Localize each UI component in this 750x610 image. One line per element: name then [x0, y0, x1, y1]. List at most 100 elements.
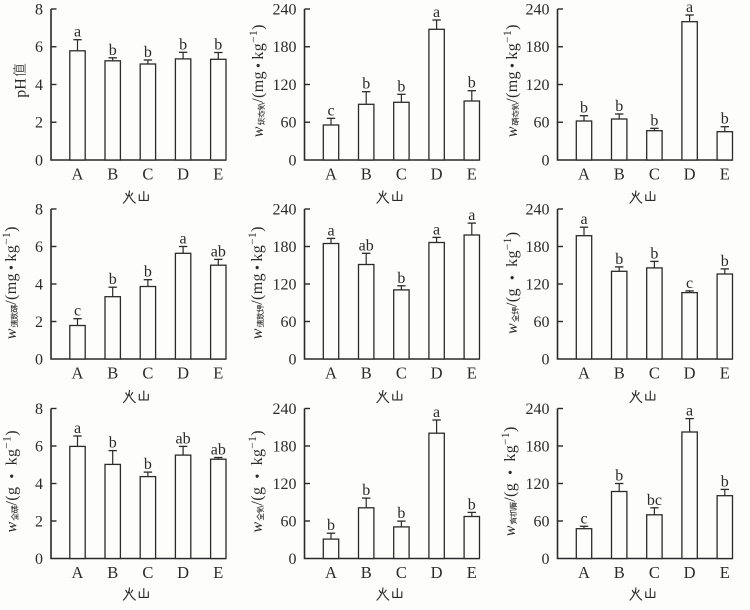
svg-text:w: w [504, 126, 521, 137]
svg-text:b: b [397, 505, 405, 522]
svg-text:A: A [72, 165, 84, 184]
svg-text:b: b [109, 271, 117, 288]
svg-text:B: B [107, 563, 118, 582]
svg-text:120: 120 [526, 77, 550, 94]
svg-text:c: c [327, 102, 334, 119]
svg-text:8: 8 [35, 1, 43, 18]
svg-text:A: A [578, 563, 590, 582]
svg-text:/(mg • kg−1): /(mg • kg−1) [502, 24, 521, 103]
svg-text:4: 4 [35, 476, 43, 493]
svg-text:180: 180 [526, 239, 550, 256]
svg-text:a: a [686, 0, 693, 16]
svg-text:D: D [431, 364, 443, 383]
svg-text:0: 0 [542, 351, 550, 368]
svg-text:a: a [686, 403, 693, 420]
svg-text:4: 4 [35, 77, 43, 94]
svg-text:b: b [615, 468, 623, 485]
svg-text:0: 0 [542, 152, 550, 169]
svg-text:b: b [397, 270, 405, 287]
svg-text:/(mg • kg−1): /(mg • kg−1) [248, 24, 267, 103]
svg-text:a: a [433, 404, 440, 421]
svg-text:A: A [325, 563, 337, 582]
svg-text:b: b [721, 473, 729, 490]
svg-text:w: w [4, 522, 21, 533]
svg-text:E: E [213, 364, 223, 383]
svg-text:a: a [433, 4, 440, 21]
svg-text:2: 2 [35, 314, 43, 331]
svg-text:C: C [649, 364, 660, 383]
svg-text:A: A [578, 364, 590, 383]
svg-text:w: w [3, 328, 20, 339]
svg-text:/(mg • kg−1): /(mg • kg−1) [247, 226, 266, 305]
svg-text:60: 60 [281, 513, 297, 530]
svg-text:C: C [142, 165, 153, 184]
svg-text:D: D [431, 563, 443, 582]
svg-text:6: 6 [35, 438, 43, 455]
svg-text:ab: ab [359, 237, 374, 254]
svg-text:240: 240 [273, 1, 297, 18]
svg-text:a: a [468, 207, 475, 224]
svg-text:C: C [396, 165, 407, 184]
svg-text:120: 120 [526, 476, 550, 493]
svg-text:a: a [74, 24, 81, 41]
svg-text:240: 240 [273, 201, 297, 218]
svg-text:E: E [467, 563, 477, 582]
svg-text:60: 60 [281, 115, 297, 132]
svg-text:w: w [250, 126, 267, 137]
svg-text:B: B [361, 563, 372, 582]
svg-text:0: 0 [289, 351, 297, 368]
svg-text:240: 240 [526, 401, 550, 418]
svg-text:b: b [144, 44, 152, 61]
svg-text:180: 180 [273, 39, 297, 56]
svg-text:c: c [74, 303, 81, 320]
svg-text:C: C [142, 364, 153, 383]
svg-text:B: B [361, 165, 372, 184]
svg-text:D: D [684, 364, 696, 383]
svg-text:D: D [177, 364, 189, 383]
svg-text:a: a [74, 420, 81, 437]
svg-text:c: c [686, 275, 693, 292]
svg-text:b: b [109, 435, 117, 452]
svg-text:b: b [650, 112, 658, 129]
svg-text:A: A [578, 165, 590, 184]
svg-text:b: b [615, 98, 623, 115]
svg-text:B: B [107, 165, 118, 184]
svg-text:ab: ab [176, 430, 191, 447]
svg-text:A: A [325, 364, 337, 383]
svg-text:8: 8 [35, 201, 43, 218]
svg-text:a: a [180, 231, 187, 248]
svg-text:D: D [431, 165, 443, 184]
svg-text:240: 240 [273, 401, 297, 418]
svg-text:E: E [720, 165, 730, 184]
svg-text:120: 120 [273, 276, 297, 293]
svg-text:a: a [580, 211, 587, 228]
svg-text:2: 2 [35, 115, 43, 132]
svg-text:240: 240 [526, 1, 550, 18]
svg-text:4: 4 [35, 276, 43, 293]
svg-text:b: b [362, 482, 370, 499]
svg-text:D: D [177, 165, 189, 184]
svg-text:b: b [615, 251, 623, 268]
svg-text:B: B [107, 364, 118, 383]
svg-text:180: 180 [273, 239, 297, 256]
svg-text:D: D [177, 563, 189, 582]
svg-text:0: 0 [35, 351, 43, 368]
svg-text:B: B [614, 563, 625, 582]
svg-text:E: E [213, 563, 223, 582]
svg-text:E: E [720, 563, 730, 582]
svg-text:b: b [721, 111, 729, 128]
svg-text:b: b [397, 78, 405, 95]
svg-text:8: 8 [35, 401, 43, 418]
svg-text:E: E [720, 364, 730, 383]
svg-text:w: w [504, 323, 521, 334]
svg-text:b: b [109, 42, 117, 59]
svg-text:w: w [249, 522, 266, 533]
svg-text:0: 0 [289, 152, 297, 169]
svg-text:E: E [467, 364, 477, 383]
svg-text:b: b [214, 37, 222, 54]
svg-text:B: B [614, 364, 625, 383]
svg-text:A: A [72, 563, 84, 582]
svg-text:0: 0 [542, 551, 550, 568]
svg-text:b: b [580, 100, 588, 117]
svg-text:60: 60 [534, 513, 550, 530]
